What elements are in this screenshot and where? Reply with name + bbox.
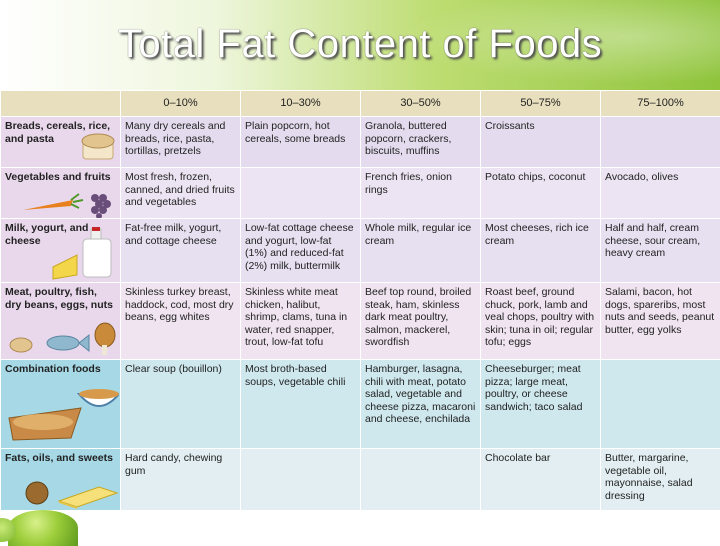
category-label: Fats, oils, and sweets [5, 452, 113, 464]
table-cell: Butter, margarine, vegetable oil, mayonn… [601, 449, 720, 511]
row-category: Combination foods [1, 360, 121, 449]
row-category: Fats, oils, and sweets [1, 449, 121, 511]
column-header: 50–75% [481, 91, 601, 117]
apple-icon [8, 510, 78, 546]
table-cell [601, 360, 720, 449]
category-label: Meat, poultry, fish, dry beans, eggs, nu… [5, 286, 113, 311]
table-row: Fats, oils, and sweets Hard candy, chewi… [1, 449, 720, 511]
table-cell: Roast beef, ground chuck, pork, lamb and… [481, 283, 601, 360]
column-header: 75–100% [601, 91, 720, 117]
header-row: 0–10% 10–30% 30–50% 50–75% 75–100% [1, 91, 720, 117]
table-row: Vegetables and fruits Most fresh, frozen… [1, 168, 720, 219]
category-label: Vegetables and fruits [5, 171, 111, 183]
category-label: Combination foods [5, 363, 101, 375]
row-category: Vegetables and fruits [1, 168, 121, 219]
row-category: Meat, poultry, fish, dry beans, eggs, nu… [1, 283, 121, 360]
table-row: Breads, cereals, rice, and pasta Many dr… [1, 117, 720, 168]
table-row: Meat, poultry, fish, dry beans, eggs, nu… [1, 283, 720, 360]
column-header: 0–10% [121, 91, 241, 117]
table-cell: Hamburger, lasagna, chili with meat, pot… [361, 360, 481, 449]
table-cell: Beef top round, broiled steak, ham, skin… [361, 283, 481, 360]
table-cell: Cheeseburger; meat pizza; large meat, po… [481, 360, 601, 449]
table-cell: Granola, buttered popcorn, crackers, bis… [361, 117, 481, 168]
table-cell: Croissants [481, 117, 601, 168]
table-cell: Half and half, cream cheese, sour cream,… [601, 219, 720, 283]
column-header: 10–30% [241, 91, 361, 117]
fat-content-table: 0–10% 10–30% 30–50% 50–75% 75–100% Bread… [0, 90, 720, 511]
table-cell: Whole milk, regular ice cream [361, 219, 481, 283]
table-cell: Most broth-based soups, vegetable chili [241, 360, 361, 449]
table-cell: Chocolate bar [481, 449, 601, 511]
table-cell: Potato chips, coconut [481, 168, 601, 219]
vegetables-icon [21, 190, 119, 218]
table-cell [361, 449, 481, 511]
table-cell: Avocado, olives [601, 168, 720, 219]
table-cell: Skinless turkey breast, haddock, cod, mo… [121, 283, 241, 360]
table-cell: Many dry cereals and breads, rice, pasta… [121, 117, 241, 168]
casserole-icon [5, 378, 119, 446]
sweets-icon [23, 479, 119, 509]
table-cell [241, 449, 361, 511]
table-row: Milk, yogurt, and cheese Fat-free milk, … [1, 219, 720, 283]
table-cell: French fries, onion rings [361, 168, 481, 219]
table-cell: Hard candy, chewing gum [121, 449, 241, 511]
table-cell: Plain popcorn, hot cereals, some breads [241, 117, 361, 168]
row-category: Milk, yogurt, and cheese [1, 219, 121, 283]
bread-icon [81, 129, 119, 163]
row-category: Breads, cereals, rice, and pasta [1, 117, 121, 168]
table-cell: Most cheeses, rich ice cream [481, 219, 601, 283]
table-cell: Low-fat cottage cheese and yogurt, low-f… [241, 219, 361, 283]
table-cell [601, 117, 720, 168]
meat-fish-icon [7, 321, 119, 357]
column-header: 30–50% [361, 91, 481, 117]
table-cell: Salami, bacon, hot dogs, spareribs, most… [601, 283, 720, 360]
table-cell: Clear soup (bouillon) [121, 360, 241, 449]
table-cell: Skinless white meat chicken, halibut, sh… [241, 283, 361, 360]
header-empty [1, 91, 121, 117]
table-cell [241, 168, 361, 219]
table-cell: Most fresh, frozen, canned, and dried fr… [121, 168, 241, 219]
table-row: Combination foods Clear soup (bouillon) … [1, 360, 720, 449]
page-title: Total Fat Content of Foods [0, 22, 720, 67]
table-cell: Fat-free milk, yogurt, and cottage chees… [121, 219, 241, 283]
